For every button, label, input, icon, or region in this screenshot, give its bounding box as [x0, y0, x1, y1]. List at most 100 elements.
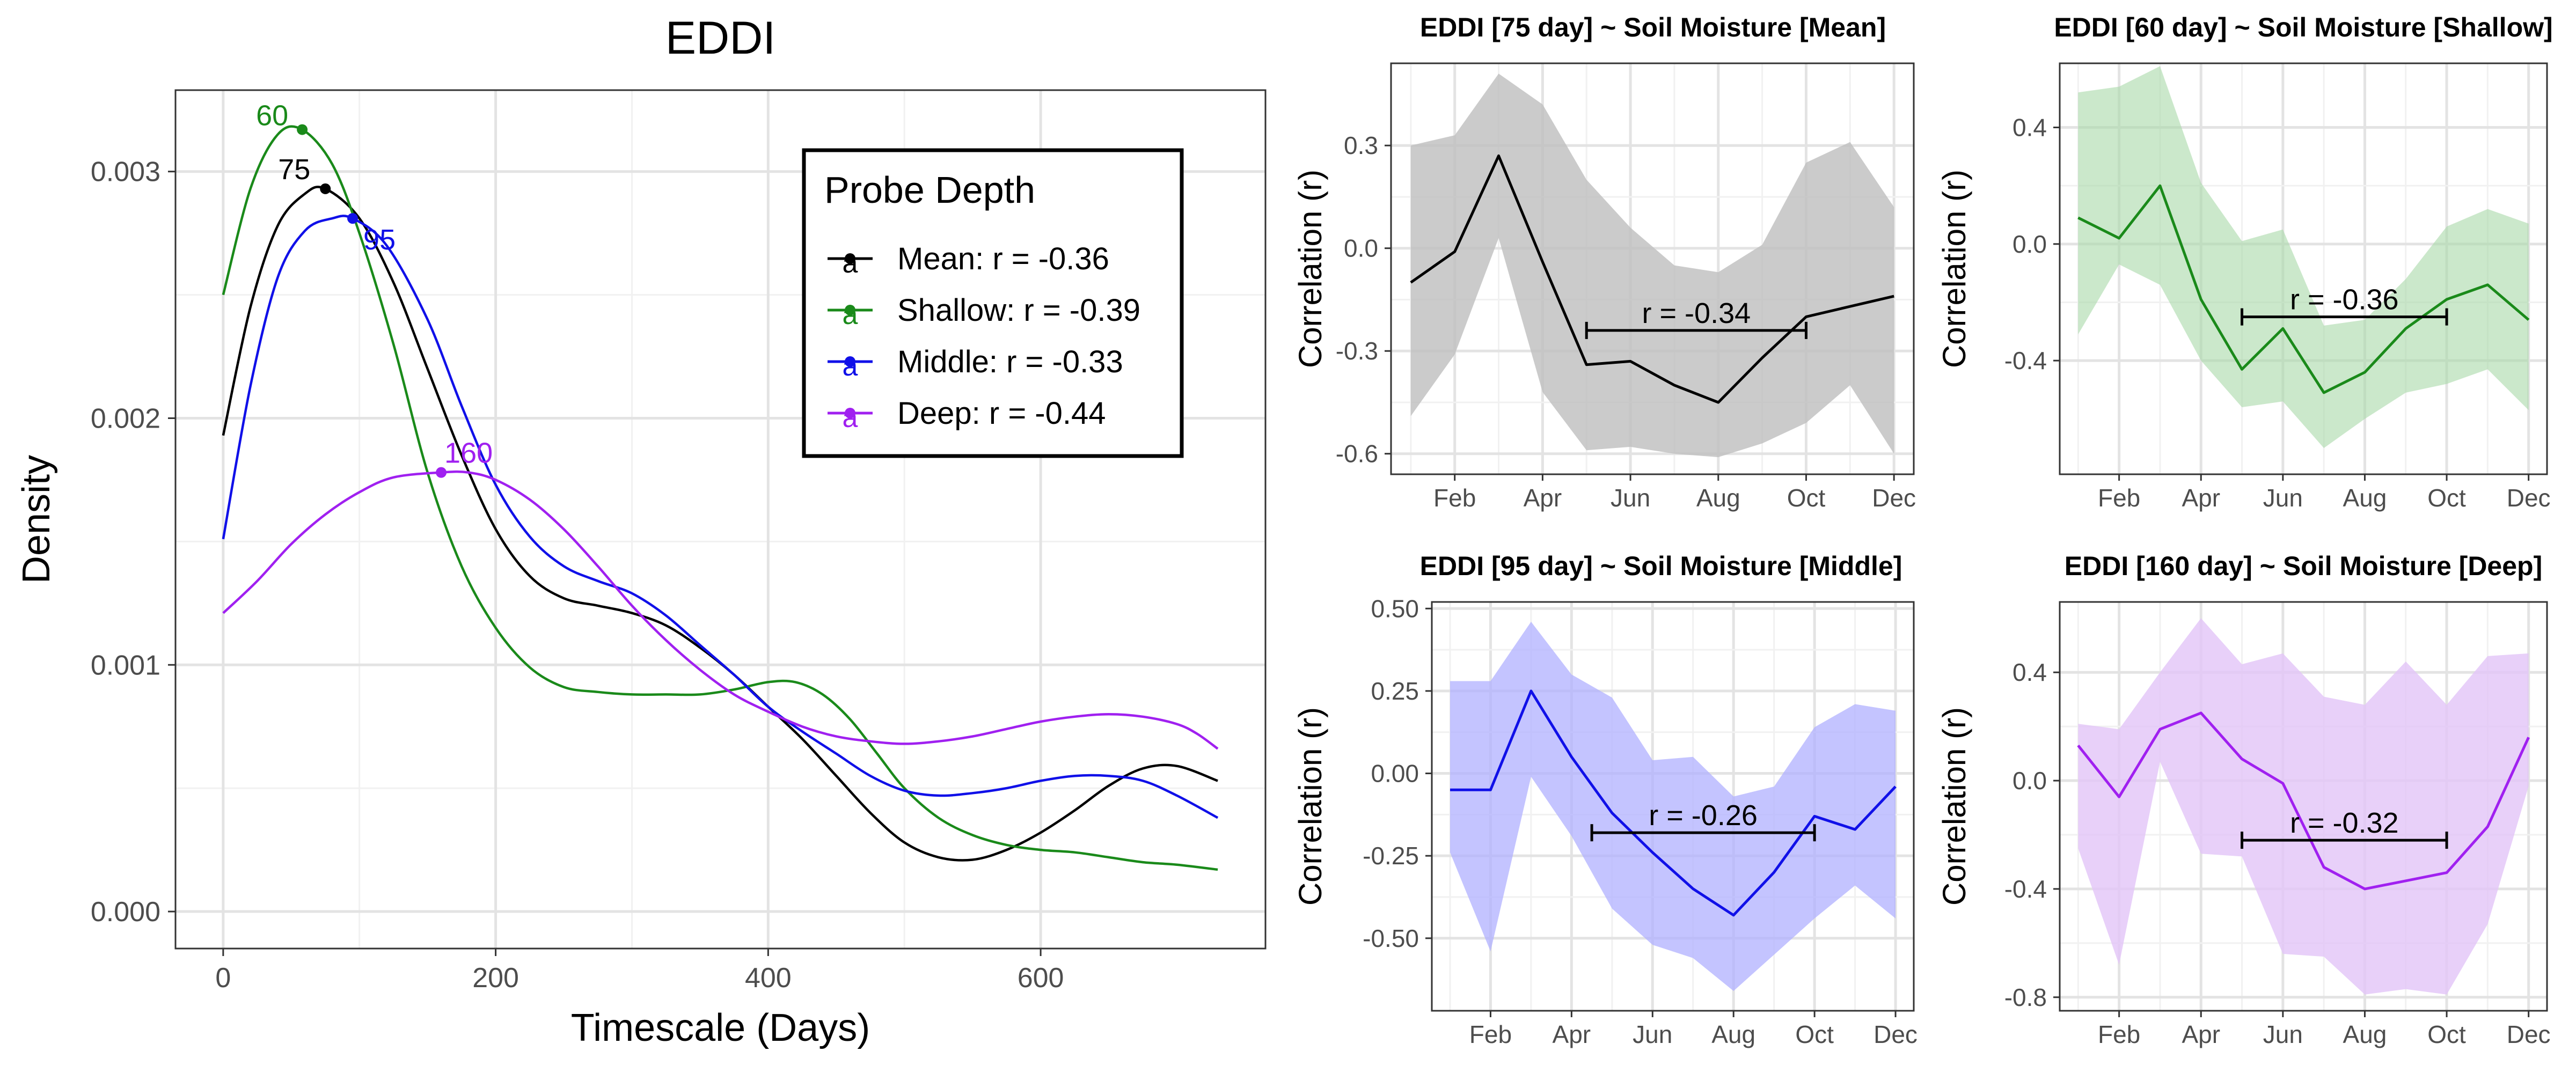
x-tick-label: Dec: [1872, 484, 1916, 512]
legend-key-glyph: a: [843, 299, 858, 330]
correlation-panel-2: r = -0.36 Feb Apr Jun Aug Oct Dec 0.4 0.0 -0.4 EDD…: [1936, 12, 2553, 512]
x-tick-label: Jun: [1611, 484, 1650, 512]
annotation-bracket: [1585, 321, 1807, 339]
x-tick-label: Oct: [2427, 484, 2466, 512]
x-tick-label: Aug: [1696, 484, 1740, 512]
peak-point-1: [297, 124, 308, 135]
y-tick-label: 0.0: [1344, 234, 1378, 262]
x-tick-label: Dec: [1874, 1020, 1918, 1048]
x-tick-label: Dec: [2507, 484, 2551, 512]
legend-key-2: a: [828, 351, 873, 382]
y-tick-label: 0.001: [91, 650, 160, 681]
legend-key-1: a: [828, 299, 873, 330]
y-tick-label: 0.0: [2012, 767, 2047, 795]
density-line-2: [222, 215, 1219, 819]
legend-key-glyph: a: [843, 402, 858, 433]
correlation-line: [2077, 711, 2530, 891]
y-tick-label: -0.3: [1336, 337, 1378, 365]
panel-title: EDDI [60 day] ~ Soil Moisture [Shallow]: [2054, 12, 2552, 42]
x-tick-label: Feb: [1433, 484, 1476, 512]
annotation-label: r = -0.34: [1642, 297, 1751, 329]
legend-key-point: [845, 305, 855, 315]
peak-label-3: 160: [444, 437, 493, 469]
x-tick-label: Apr: [2182, 484, 2220, 512]
confidence-band: [2078, 66, 2529, 449]
y-tick-label: -0.25: [1363, 842, 1419, 870]
legend-entry-3: Deep: r = -0.44: [897, 396, 1106, 431]
legend-key-point: [845, 253, 855, 264]
legend-key-0: a: [828, 248, 873, 279]
density-line-1: [222, 125, 1218, 871]
panel-title: EDDI [95 day] ~ Soil Moisture [Middle]: [1420, 551, 1902, 581]
annotation-bracket: [2241, 832, 2448, 849]
y-tick-label: -0.4: [2004, 875, 2047, 903]
legend-entry-0: Mean: r = -0.36: [897, 241, 1109, 276]
density-line-3: [222, 470, 1219, 750]
correlation-panel-4: r = -0.32 Feb Apr Jun Aug Oct Dec 0.4 0.0 -0.4 -0.…: [1936, 551, 2551, 1048]
y-tick-label: -0.6: [1336, 440, 1378, 468]
y-axis-title: Correlation (r): [1292, 170, 1328, 368]
plot-border: [1431, 601, 1915, 1012]
y-tick-label: 0.4: [2012, 114, 2047, 142]
x-tick-label: Oct: [2427, 1020, 2466, 1048]
legend-title: Probe Depth: [824, 169, 1035, 211]
confidence-band: [2078, 618, 2529, 995]
y-tick-label: 0.3: [1344, 131, 1378, 159]
y-tick-label: -0.8: [2004, 983, 2047, 1011]
x-tick-label: Feb: [2098, 1020, 2140, 1048]
x-tick-label: Oct: [1795, 1020, 1834, 1048]
density-panel: 75 60 95 160 0 200 400 600 0.000 0.001 0.002 0.003 E…: [15, 12, 1267, 1049]
peak-point-0: [320, 183, 331, 194]
confidence-band: [1410, 74, 1894, 458]
y-tick-label: 0.00: [1371, 760, 1419, 788]
correlation-line: [1410, 154, 1894, 404]
y-tick-label: 0.000: [91, 896, 160, 928]
y-tick-label: -0.50: [1363, 924, 1419, 952]
legend-entry-1: Shallow: r = -0.39: [897, 293, 1140, 328]
panel-title: EDDI [160 day] ~ Soil Moisture [Deep]: [2065, 551, 2542, 581]
correlation-line: [2077, 184, 2530, 394]
legend-key-glyph: a: [843, 351, 858, 382]
x-tick-label: Apr: [2182, 1020, 2220, 1048]
plot-border: [174, 89, 1267, 950]
x-tick-label: Jun: [1633, 1020, 1672, 1048]
x-axis-title: Timescale (Days): [571, 1006, 870, 1049]
annotation-label: r = -0.26: [1649, 799, 1758, 832]
correlation-panel-3: r = -0.26 Feb Apr Jun Aug Oct Dec 0.50 0.25 0.00 -…: [1292, 551, 1918, 1048]
x-tick-label: 400: [745, 962, 792, 994]
x-tick-label: 600: [1018, 962, 1064, 994]
y-axis-title: Correlation (r): [1936, 170, 1972, 368]
x-tick-label: Aug: [2343, 484, 2387, 512]
x-tick-label: 200: [472, 962, 519, 994]
y-tick-label: 0.002: [91, 403, 160, 434]
y-tick-label: 0.003: [91, 157, 160, 188]
correlation-panel-1: r = -0.34 Feb Apr Jun Aug Oct Dec 0.3 0.0 -0.3 -0.…: [1292, 12, 1916, 512]
x-tick-label: Jun: [2263, 1020, 2303, 1048]
x-tick-label: Apr: [1553, 1020, 1591, 1048]
confidence-band: [1450, 621, 1896, 991]
legend: Probe Depth a Mean: r = -0.36 a Shallow: r =…: [802, 148, 1184, 458]
y-tick-label: 0.25: [1371, 677, 1419, 705]
density-line-0: [222, 186, 1218, 862]
y-tick-label: -0.4: [2004, 347, 2047, 374]
legend-box: [802, 148, 1184, 458]
x-tick-label: Aug: [1711, 1020, 1755, 1048]
legend-key-3: a: [828, 402, 873, 433]
y-axis-title: Correlation (r): [1292, 707, 1328, 906]
chart-title: EDDI: [665, 12, 775, 64]
x-tick-label: Dec: [2507, 1020, 2551, 1048]
annotation-label: r = -0.32: [2290, 807, 2399, 839]
annotation-bracket: [1590, 824, 1816, 842]
plot-border: [1390, 62, 1915, 475]
legend-key-point: [845, 356, 855, 367]
annotation-bracket: [2241, 308, 2448, 326]
x-tick-label: Oct: [1787, 484, 1826, 512]
x-tick-label: Apr: [1524, 484, 1562, 512]
peak-label-1: 60: [256, 100, 288, 132]
x-tick-label: Jun: [2263, 484, 2303, 512]
y-axis-title: Density: [15, 455, 58, 584]
peak-point-3: [436, 467, 447, 478]
legend-entry-2: Middle: r = -0.33: [897, 344, 1123, 379]
x-tick-label: Aug: [2343, 1020, 2387, 1048]
